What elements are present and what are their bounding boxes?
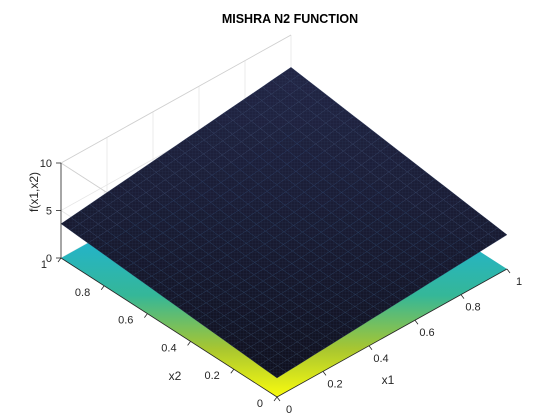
- x-tick-mark: [506, 268, 511, 274]
- y-tick-label: 0: [257, 398, 263, 410]
- y-tick-mark: [230, 368, 235, 374]
- y-tick-label: 0.4: [161, 342, 176, 354]
- x-tick-label: 0.4: [373, 353, 388, 365]
- y-tick-mark: [57, 257, 62, 263]
- y-axis-line: [60, 257, 278, 398]
- x-tick-label: 0.8: [465, 302, 480, 314]
- x-tick-mark: [276, 396, 281, 402]
- x-tick-label: 0: [286, 404, 292, 416]
- x-axis-line: [276, 268, 508, 398]
- z-tick-label: 0: [46, 253, 52, 265]
- x-tick-label: 1: [516, 276, 522, 288]
- chart-title: MISHRA N2 FUNCTION: [222, 12, 358, 26]
- x-tick-mark: [368, 345, 373, 351]
- z-tick-label: 10: [40, 158, 52, 170]
- y-tick-label: 1: [41, 259, 47, 271]
- x-tick-mark: [414, 319, 419, 325]
- z-axis-label: f(x1,x2): [27, 172, 41, 212]
- surface-mesh: [60, 67, 508, 379]
- y-tick-label: 0.6: [118, 315, 133, 327]
- y-tick-mark: [273, 396, 278, 402]
- x-tick-label: 0.2: [327, 378, 342, 390]
- x-axis-label: x1: [382, 373, 395, 387]
- surface-mesh-overlay: [61, 67, 507, 379]
- x-tick-mark: [322, 371, 327, 376]
- x-tick-label: 0.6: [419, 327, 434, 339]
- y-tick-label: 0.8: [75, 287, 90, 299]
- y-tick-mark: [144, 313, 148, 318]
- y-tick-mark: [187, 341, 191, 346]
- y-axis-label: x2: [169, 369, 182, 383]
- y-tick-mark: [100, 285, 105, 291]
- y-tick-label: 0.2: [205, 370, 220, 382]
- z-tick-label: 5: [46, 206, 52, 218]
- x-tick-mark: [460, 294, 465, 299]
